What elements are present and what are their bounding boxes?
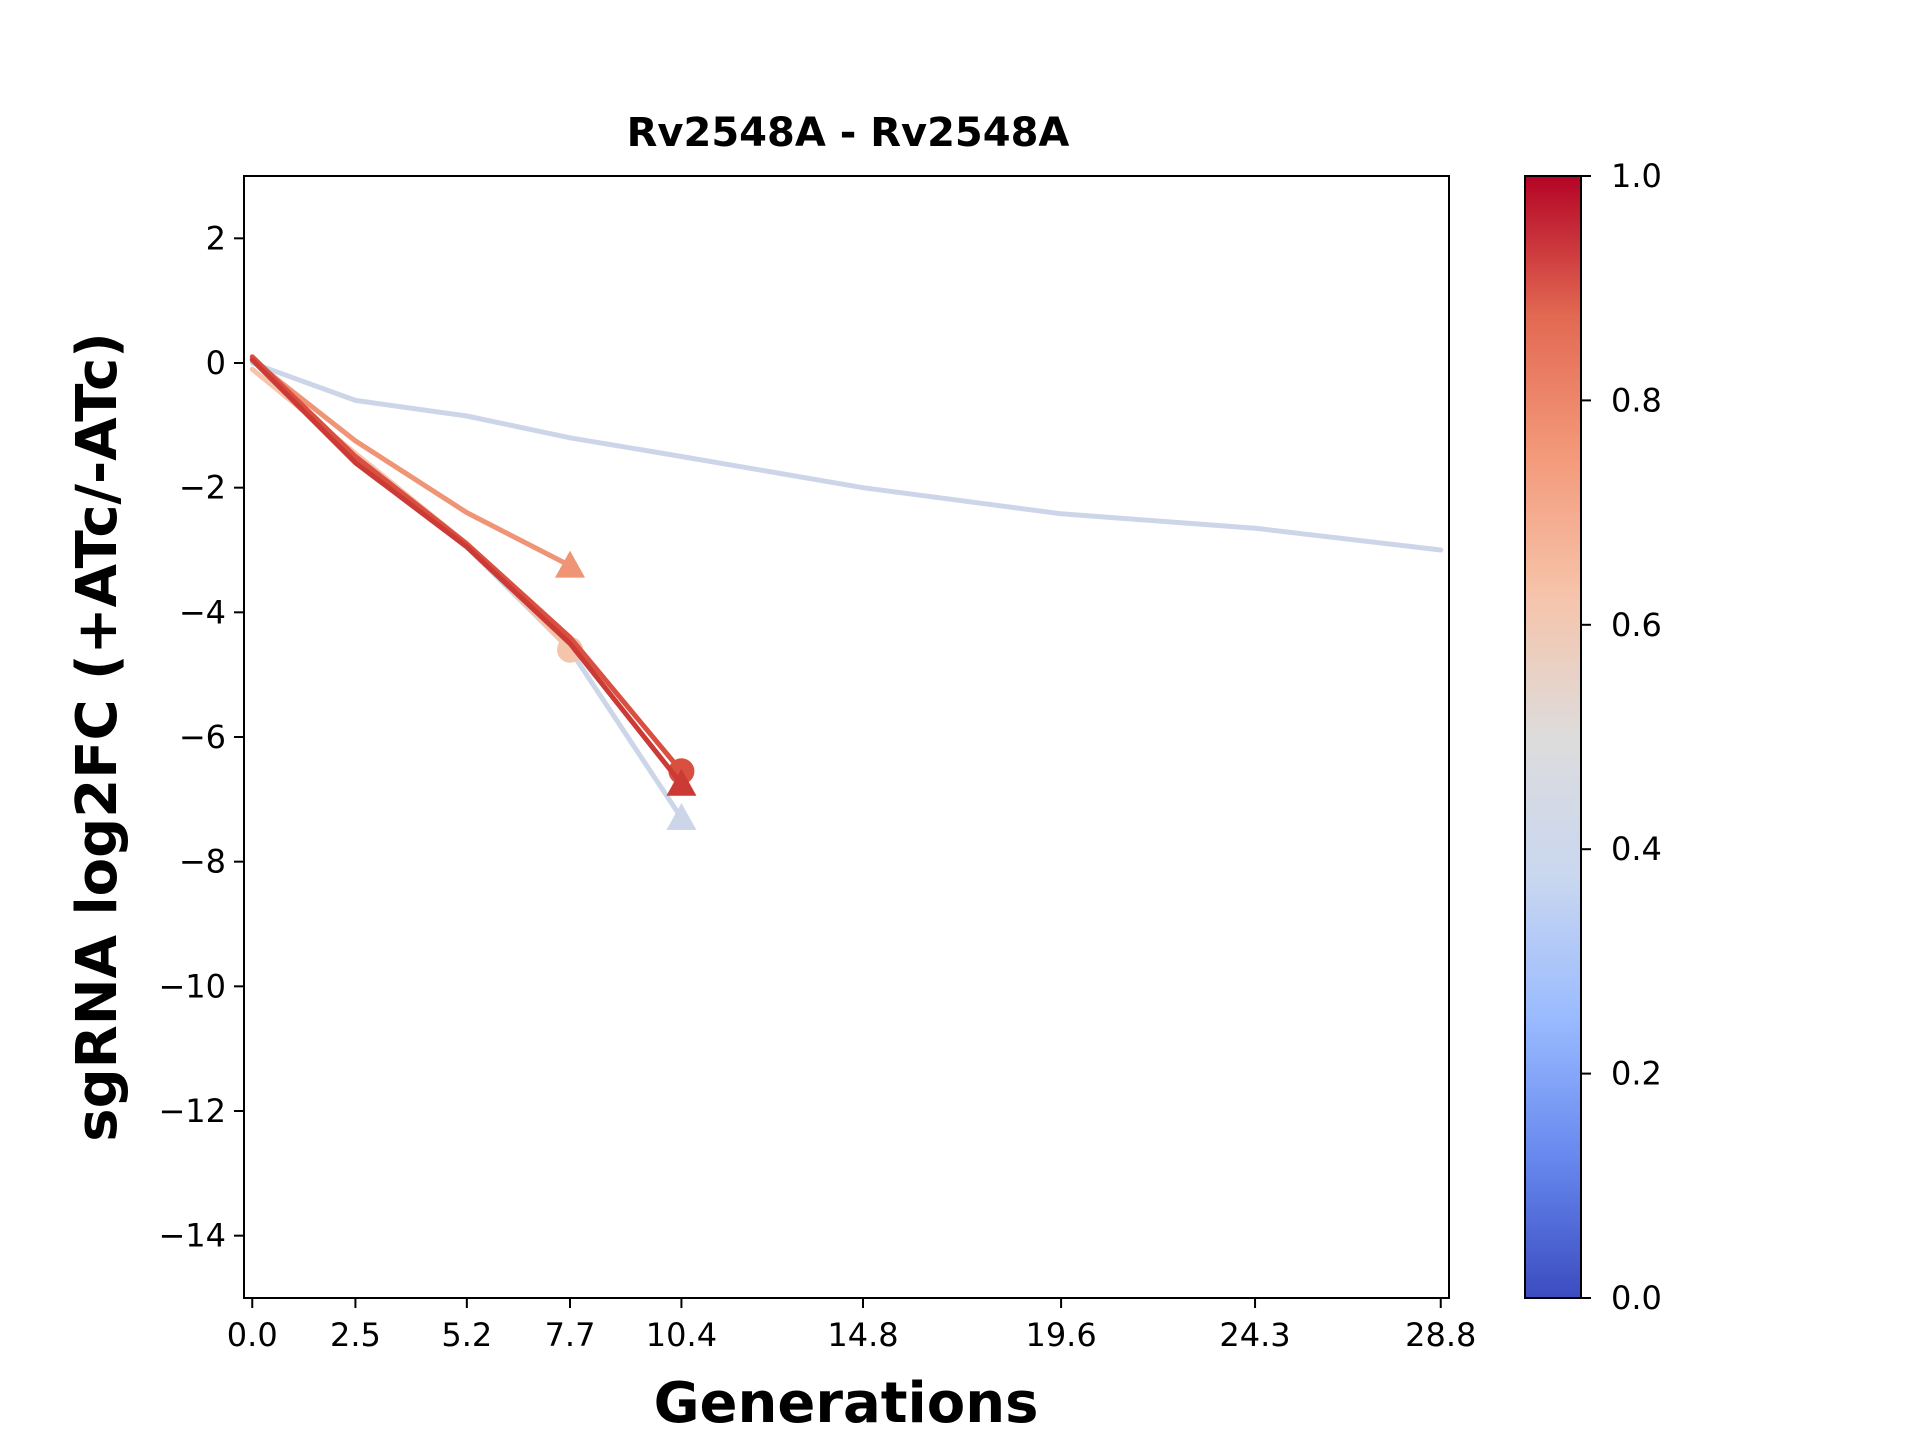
plot-frame <box>243 175 1450 1299</box>
series-end-marker-5 <box>666 768 697 796</box>
x-tick-label: 24.3 <box>1219 1316 1290 1354</box>
y-tick-label: −8 <box>179 843 226 881</box>
y-axis-label: sgRNA log2FC (+ATc/-ATc) <box>65 332 130 1142</box>
chart-title: Rv2548A - Rv2548A <box>627 110 1070 156</box>
series-end-marker-1 <box>666 803 697 831</box>
y-axis: 2 0 −2 −4 −6 −8 −10 −12 −14 <box>158 219 244 1255</box>
y-tick-label: −10 <box>158 967 226 1005</box>
x-tick-label: 0.0 <box>227 1316 278 1354</box>
x-axis: 0.0 2.5 5.2 7.7 10.4 14.8 19.6 24.3 28.8 <box>227 1298 1476 1354</box>
series-line-1 <box>249 357 684 821</box>
x-tick-label: 19.6 <box>1025 1316 1096 1354</box>
x-axis-label: Generations <box>654 1371 1039 1436</box>
x-tick-label: 10.4 <box>646 1316 717 1354</box>
colorbar-gradient <box>1524 175 1582 1299</box>
x-tick-label: 2.5 <box>330 1316 381 1354</box>
x-tick-label: 14.8 <box>827 1316 898 1354</box>
y-tick-label: −12 <box>158 1092 226 1130</box>
y-tick-label: 0 <box>206 344 226 382</box>
plot-area <box>249 354 1444 831</box>
y-tick-label: −2 <box>179 469 226 507</box>
series-line-0 <box>249 360 1444 553</box>
y-tick-label: −14 <box>158 1217 226 1255</box>
series-line-5 <box>249 357 684 787</box>
series-line-2 <box>249 366 573 653</box>
colorbar-tick-label: 1.0 <box>1611 157 1662 195</box>
colorbar: 0.0 0.2 0.4 0.6 0.8 1.0 <box>1524 157 1662 1317</box>
series-line-4 <box>249 354 684 774</box>
y-tick-label: 2 <box>206 219 226 257</box>
x-tick-label: 28.8 <box>1405 1316 1476 1354</box>
colorbar-tick-label: 0.0 <box>1611 1279 1662 1317</box>
colorbar-tick-label: 0.6 <box>1611 606 1662 644</box>
y-tick-label: −4 <box>179 593 226 631</box>
colorbar-tick-label: 0.8 <box>1611 381 1662 419</box>
x-tick-label: 7.7 <box>545 1316 596 1354</box>
series-end-marker-3 <box>555 550 586 578</box>
series-line-3 <box>249 357 573 569</box>
colorbar-tick-label: 0.2 <box>1611 1055 1662 1093</box>
y-tick-label: −6 <box>179 718 226 756</box>
colorbar-tick-label: 0.4 <box>1611 830 1662 868</box>
x-tick-label: 5.2 <box>441 1316 492 1354</box>
